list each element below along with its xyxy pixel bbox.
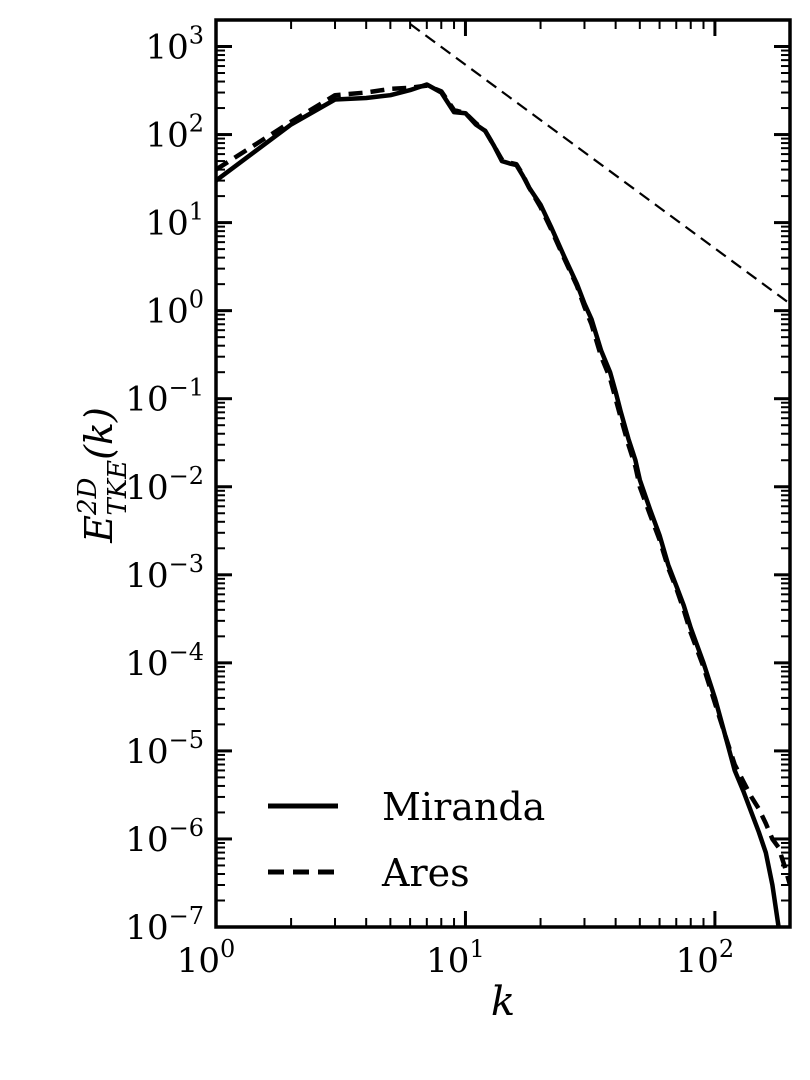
legend: Miranda Ares bbox=[268, 785, 545, 895]
y-tick-label: 10−2 bbox=[125, 462, 204, 508]
y-tick-label: 10−4 bbox=[125, 638, 204, 684]
tick-label-layer: 103 102 101 100 10−1 10−2 10−3 10−4 10−5 10−6 10−7… bbox=[125, 22, 734, 981]
series-layer bbox=[216, 23, 790, 927]
y-tick-label: 10−1 bbox=[125, 374, 204, 420]
y-axis-title: E2DTKE(k) bbox=[73, 407, 133, 544]
y-tick-label: 100 bbox=[145, 286, 204, 332]
svg-text:E2DTKE(k): E2DTKE(k) bbox=[73, 407, 133, 544]
x-tick-label: 100 bbox=[177, 935, 236, 981]
series-line-reference-slope bbox=[409, 23, 790, 305]
x-axis-title: k bbox=[491, 979, 515, 1025]
y-tick-label: 101 bbox=[145, 198, 204, 244]
y-tick-label: 10−7 bbox=[125, 902, 204, 948]
y-tick-label: 102 bbox=[145, 110, 204, 156]
tick-layer bbox=[214, 19, 791, 929]
series-line-ares bbox=[216, 83, 790, 886]
y-tick-label: 103 bbox=[145, 22, 204, 68]
y-tick-label: 10−3 bbox=[125, 550, 204, 596]
legend-label-ares: Ares bbox=[381, 851, 470, 895]
legend-label-miranda: Miranda bbox=[382, 785, 545, 829]
y-tick-label: 10−6 bbox=[125, 814, 204, 860]
y-tick-label: 10−5 bbox=[125, 726, 204, 772]
x-tick-label: 101 bbox=[426, 935, 485, 981]
plot-frame bbox=[214, 18, 792, 929]
x-tick-label: 102 bbox=[676, 935, 735, 981]
